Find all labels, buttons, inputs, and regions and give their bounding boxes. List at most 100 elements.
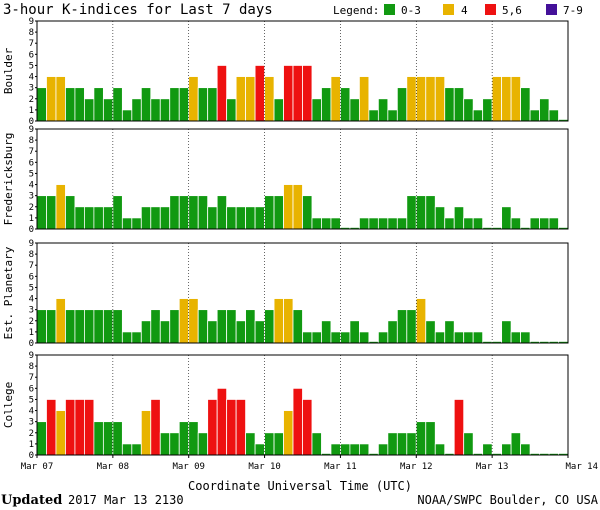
k-index-bar: [340, 227, 350, 229]
k-index-bar: [102, 98, 114, 122]
k-index-bar: [396, 217, 408, 230]
k-index-bar: [46, 76, 57, 122]
k-index-bar: [302, 195, 313, 230]
legend-swatch-4: [443, 4, 454, 15]
k-index-bar: [84, 309, 95, 344]
k-index-bar: [245, 206, 256, 230]
k-index-bar: [425, 421, 436, 456]
k-index-bar: [65, 195, 76, 230]
k-index-bar: [245, 76, 256, 122]
k-index-bar: [273, 98, 284, 122]
k-index-bar: [65, 399, 76, 456]
x-tick-labels: Mar 07 Mar 08 Mar 09 Mar 10 Mar 11 Mar 12 Mar …: [21, 455, 598, 472]
k-index-bar: [178, 195, 190, 230]
k-index-bar: [65, 309, 76, 344]
legend: Legend: 0-3 4 5,6 7-9: [333, 4, 583, 17]
k-index-bar: [121, 331, 133, 344]
k-index-bar: [140, 320, 152, 344]
x-tick-label: Mar 09: [172, 462, 205, 472]
y-tick-label: 4: [29, 73, 34, 83]
k-index-bar: [102, 309, 114, 344]
k-index-bar: [283, 298, 294, 344]
y-tick-label: 9: [29, 239, 34, 249]
k-index-bar: [207, 87, 218, 122]
k-index-bar: [169, 432, 180, 456]
k-index-bar: [445, 453, 454, 455]
y-tick-label: 8: [29, 250, 34, 260]
k-index-bar: [358, 443, 370, 456]
x-tick-label: Mar 12: [400, 462, 433, 472]
k-index-bar: [463, 432, 474, 456]
k-index-bar: [292, 65, 303, 122]
y-tick-label: 9: [29, 125, 34, 135]
k-index-bar: [482, 98, 493, 122]
k-index-bar: [169, 87, 180, 122]
k-index-bar: [150, 98, 161, 122]
y-tick-label: 2: [29, 95, 34, 105]
k-index-bar: [483, 341, 492, 343]
k-index-bar: [510, 432, 521, 456]
k-index-bar: [140, 87, 152, 122]
k-index-bar: [463, 217, 474, 230]
legend-label-0-3: 0-3: [401, 4, 421, 17]
k-index-bar: [207, 206, 218, 230]
k-index-bar: [415, 195, 427, 230]
k-index-bar: [273, 432, 284, 456]
k-index-bar: [387, 432, 398, 456]
legend-title: Legend:: [333, 4, 379, 17]
k-index-bar: [197, 432, 209, 456]
panels: 0123456789Boulder0123456789Fredericksbur…: [2, 17, 569, 461]
credit-text: NOAA/SWPC Boulder, CO USA: [417, 493, 598, 507]
k-index-bar: [529, 217, 540, 230]
updated-value: 2017 Mar 13 2130: [68, 493, 184, 507]
k-index-bar: [520, 87, 531, 122]
k-index-bar: [112, 87, 123, 122]
k-index-bar: [415, 421, 427, 456]
k-index-bar: [150, 309, 161, 344]
k-index-bar: [369, 341, 378, 343]
x-tick-label: Mar 14: [565, 462, 598, 472]
k-index-bar: [521, 227, 530, 229]
panel-frame: [36, 354, 569, 456]
k-index-bar: [150, 206, 161, 230]
y-tick-label: 9: [29, 17, 34, 27]
k-index-bar: [292, 387, 303, 456]
y-tick-label: 3: [29, 306, 34, 316]
k-index-bar: [510, 217, 521, 230]
k-index-bar: [369, 453, 378, 455]
k-index-bar: [55, 184, 66, 230]
x-axis-label: Coordinate Universal Time (UTC): [188, 479, 412, 493]
k-index-bar: [501, 320, 512, 344]
legend-swatch-0-3: [384, 4, 395, 15]
k-index-bar: [483, 227, 492, 229]
k-index-bar: [330, 331, 341, 344]
k-index-bar: [510, 331, 521, 344]
y-tick-label: 0: [29, 117, 34, 127]
k-index-bar: [55, 298, 66, 344]
y-tick-label: 1: [29, 328, 34, 338]
legend-swatch-5-6: [485, 4, 496, 15]
k-index-bar: [74, 87, 85, 122]
k-index-bar: [121, 443, 133, 456]
k-index-bar: [159, 432, 171, 456]
k-index-bar: [188, 76, 199, 122]
k-index-bar: [349, 98, 360, 122]
k-index-bar: [377, 217, 389, 230]
chart-title: 3-hour K-indices for Last 7 days: [3, 2, 273, 18]
k-index-bar: [540, 453, 549, 455]
k-index-bar: [55, 410, 66, 456]
k-index-bar: [321, 87, 332, 122]
k-index-bar: [254, 320, 265, 344]
k-index-bar: [207, 399, 218, 456]
k-index-bar: [453, 206, 465, 230]
k-index-bar: [84, 98, 95, 122]
y-tick-label: 3: [29, 418, 34, 428]
k-index-bar: [292, 309, 303, 344]
y-tick-label: 5: [29, 169, 34, 179]
k-index-bar: [510, 76, 521, 122]
k-index-bar: [311, 217, 322, 230]
legend-label-7-9: 7-9: [563, 4, 583, 17]
k-index-bar: [492, 227, 502, 229]
y-tick-label: 4: [29, 407, 34, 417]
